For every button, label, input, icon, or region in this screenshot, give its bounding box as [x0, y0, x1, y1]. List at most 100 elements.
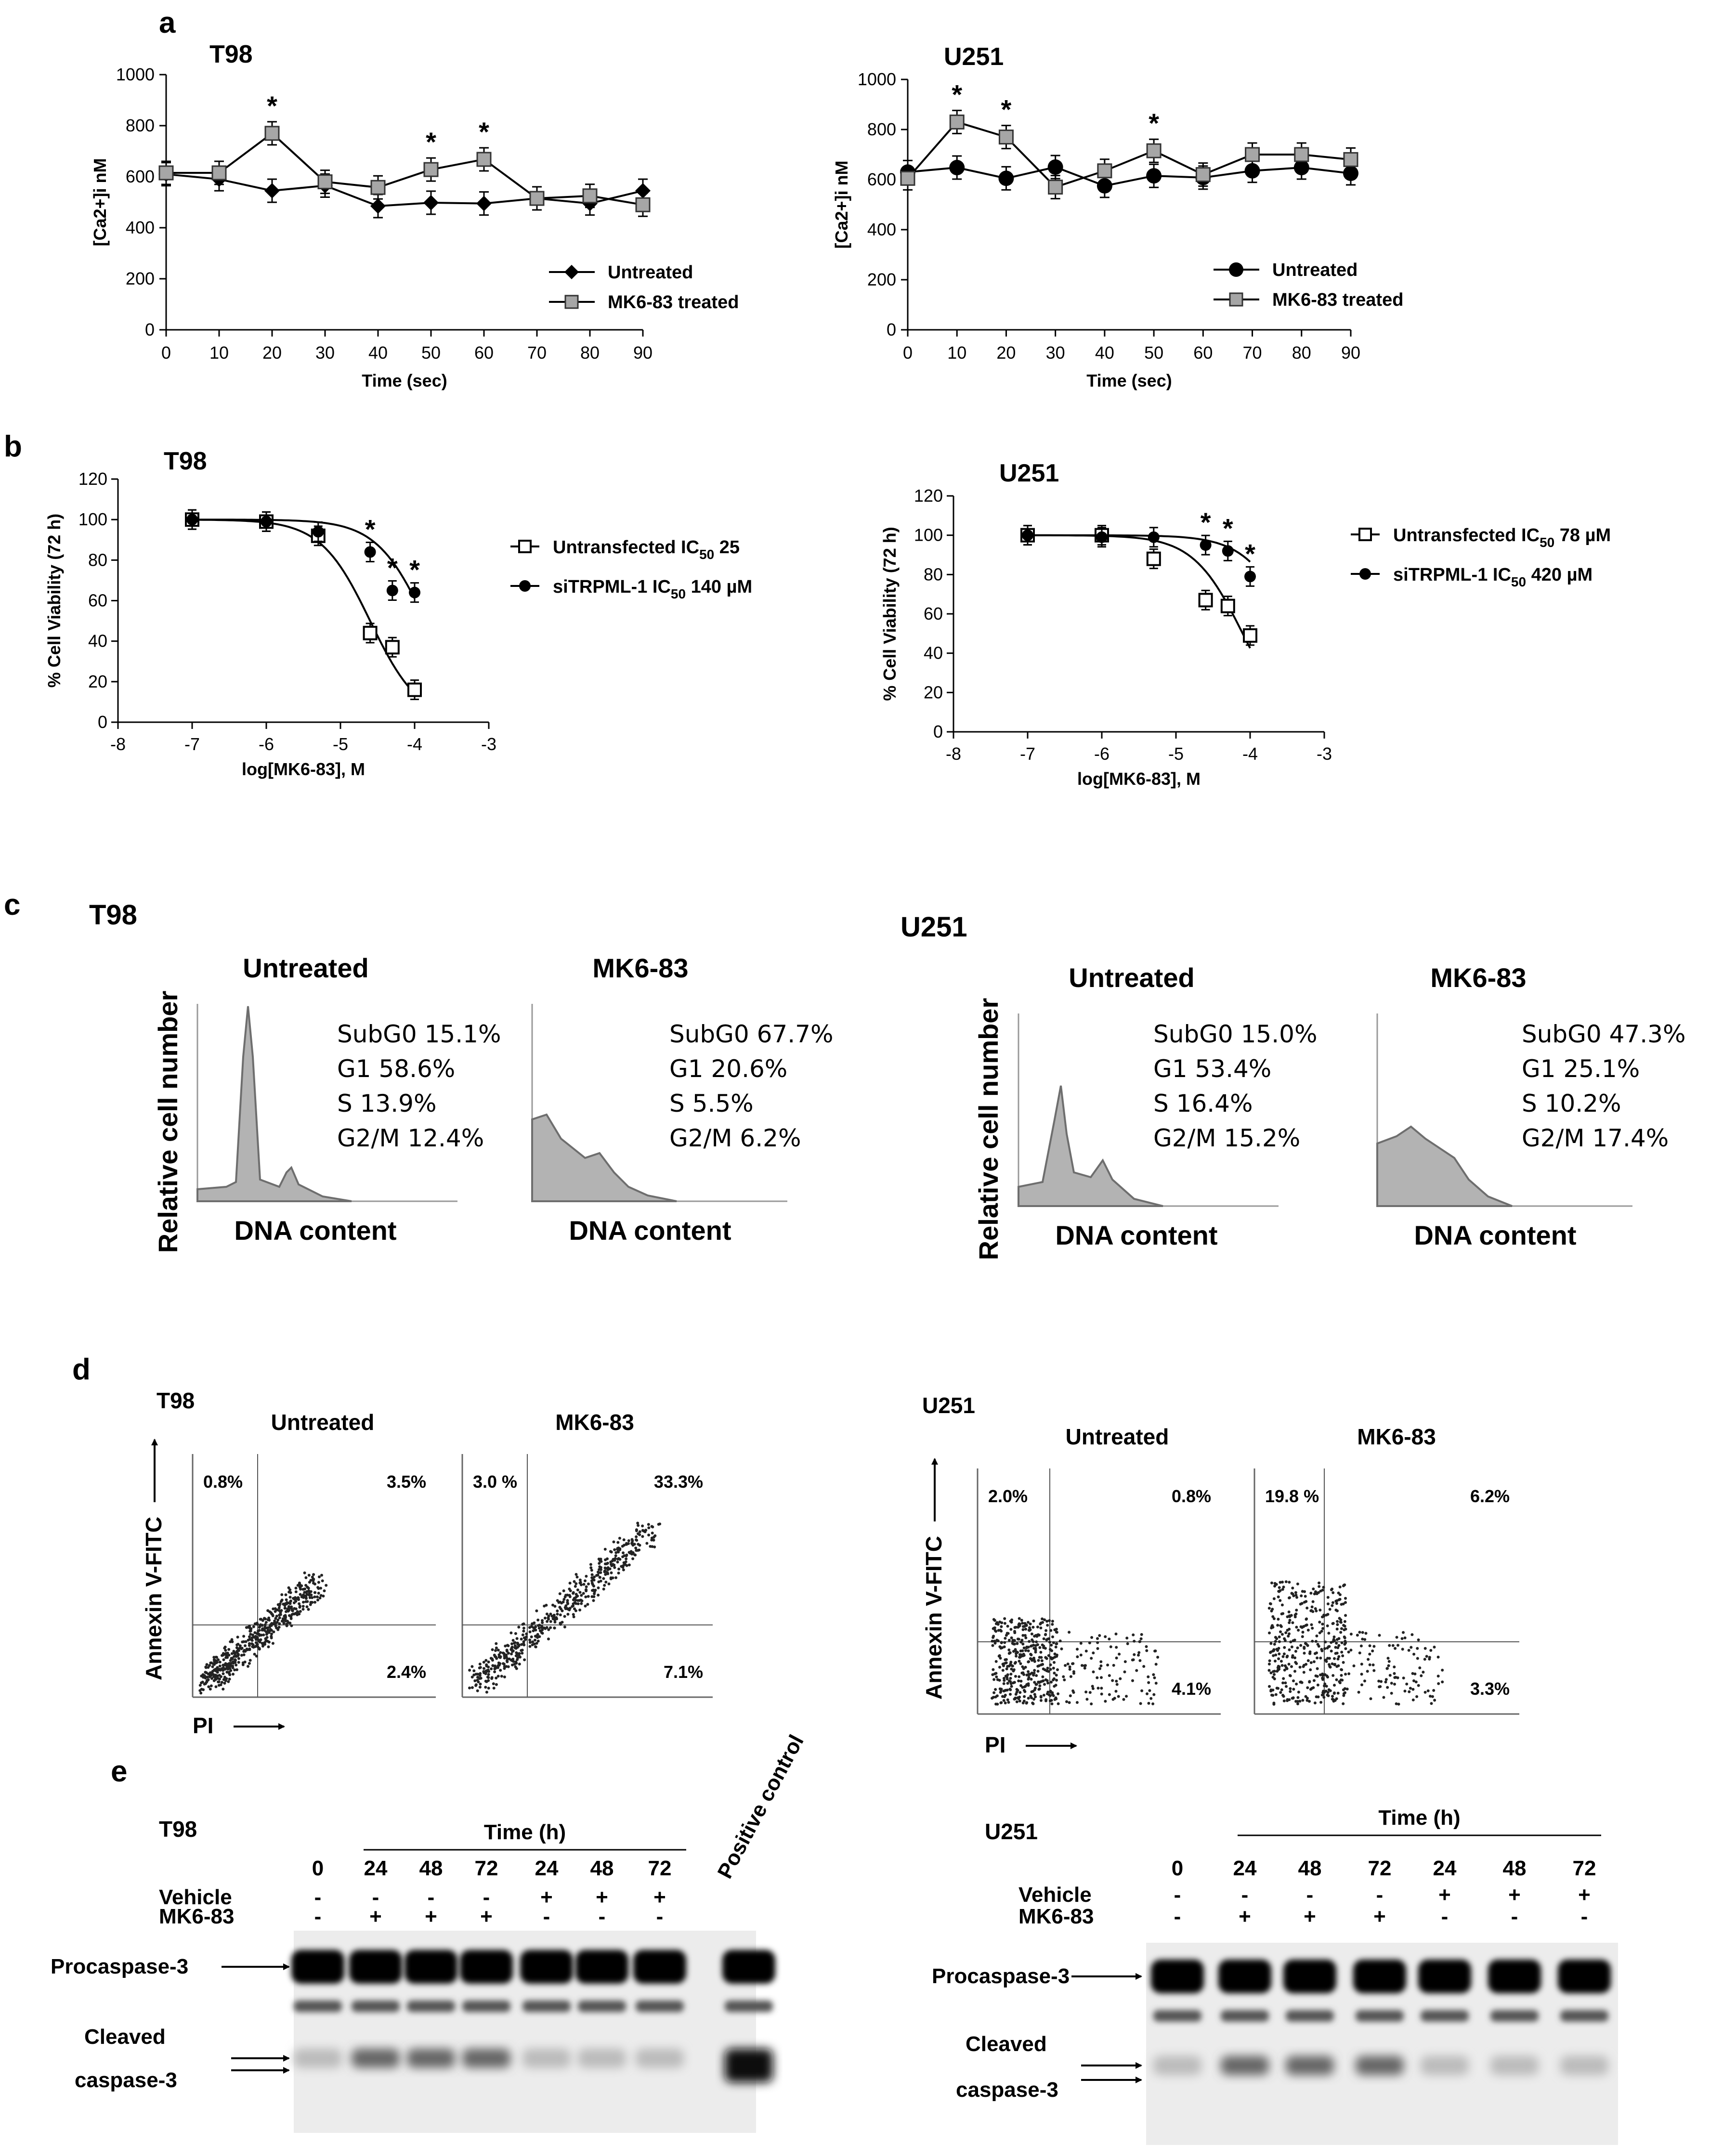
event-dot	[573, 1580, 576, 1583]
event-dot	[590, 1595, 594, 1598]
event-dot	[248, 1642, 251, 1645]
event-dot	[1326, 1647, 1329, 1649]
x-tick-label: -8	[946, 744, 961, 764]
event-dot	[1034, 1650, 1037, 1654]
event-dot	[235, 1654, 238, 1657]
cleaved-band	[1560, 2056, 1608, 2075]
event-dot	[1378, 1634, 1381, 1637]
event-dot	[528, 1641, 532, 1644]
event-dot	[1433, 1646, 1436, 1649]
event-dot	[1393, 1665, 1396, 1669]
event-dot	[298, 1585, 301, 1589]
data-point	[949, 160, 965, 176]
x-axis-label: PI	[193, 1713, 213, 1738]
event-dot	[301, 1605, 305, 1608]
event-dot	[495, 1676, 498, 1680]
event-dot	[606, 1561, 609, 1565]
data-point	[186, 514, 198, 526]
event-dot	[574, 1609, 577, 1612]
event-dot	[1083, 1666, 1086, 1670]
event-dot	[1038, 1681, 1041, 1684]
event-dot	[1317, 1591, 1320, 1594]
event-dot	[1122, 1698, 1125, 1701]
vehicle-sign: -	[1174, 1883, 1181, 1907]
event-dot	[1402, 1631, 1405, 1634]
event-dot	[1284, 1681, 1287, 1685]
event-dot	[1062, 1675, 1065, 1678]
event-dot	[1010, 1636, 1013, 1639]
event-dot	[1340, 1627, 1343, 1630]
event-dot	[1436, 1655, 1440, 1659]
data-point	[370, 180, 386, 195]
event-dot	[1071, 1662, 1075, 1665]
event-dot	[516, 1646, 519, 1649]
event-dot	[515, 1662, 518, 1665]
event-dot	[1055, 1674, 1058, 1677]
event-dot	[515, 1667, 518, 1670]
event-dot	[262, 1633, 265, 1636]
event-dot	[1316, 1683, 1319, 1687]
event-dot	[1415, 1695, 1419, 1698]
event-dot	[1298, 1665, 1302, 1669]
event-dot	[512, 1641, 516, 1645]
y-tick-label: 40	[924, 643, 943, 663]
event-dot	[578, 1578, 582, 1582]
event-dot	[1338, 1617, 1341, 1620]
event-dot	[1400, 1637, 1404, 1640]
event-dot	[592, 1599, 595, 1602]
event-dot	[228, 1672, 231, 1675]
minor-band	[407, 2000, 455, 2012]
mk-sign: -	[599, 1905, 606, 1928]
event-dot	[1125, 1695, 1128, 1698]
event-dot	[1268, 1685, 1271, 1688]
event-dot	[1328, 1665, 1331, 1668]
event-dot	[307, 1586, 310, 1590]
event-dot	[996, 1639, 1000, 1642]
event-dot	[279, 1613, 282, 1616]
y-tick-label: 0	[98, 712, 107, 732]
event-dot	[1079, 1653, 1083, 1657]
event-dot	[227, 1648, 231, 1651]
quadrant-upper-right: 33.3%	[654, 1472, 703, 1492]
event-dot	[996, 1678, 999, 1681]
data-point	[409, 586, 420, 598]
event-dot	[568, 1595, 572, 1598]
event-dot	[1072, 1672, 1075, 1675]
event-dot	[1319, 1673, 1322, 1676]
event-dot	[1312, 1679, 1316, 1682]
positive-control-label: Positive control	[713, 1731, 809, 1882]
event-dot	[1390, 1691, 1393, 1695]
event-dot	[1009, 1661, 1013, 1664]
event-dot	[1295, 1682, 1298, 1686]
event-dot	[284, 1618, 287, 1621]
chart-title: U251	[999, 459, 1059, 487]
event-dot	[1108, 1637, 1111, 1641]
event-dot	[1000, 1688, 1003, 1691]
event-dot	[272, 1607, 275, 1611]
event-dot	[1405, 1682, 1409, 1686]
event-dot	[1334, 1599, 1338, 1603]
event-dot	[634, 1546, 638, 1550]
event-dot	[1064, 1664, 1067, 1667]
event-dot	[558, 1592, 561, 1596]
event-dot	[249, 1633, 252, 1636]
event-dot	[219, 1668, 222, 1672]
event-dot	[209, 1674, 213, 1677]
event-dot	[1000, 1641, 1003, 1644]
event-dot	[1420, 1674, 1423, 1677]
event-dot	[1318, 1631, 1321, 1635]
event-dot	[1046, 1666, 1049, 1670]
phase-stat: S 13.9%	[337, 1090, 436, 1117]
event-dot	[243, 1649, 246, 1652]
event-dot	[1010, 1667, 1013, 1671]
event-dot	[1045, 1620, 1049, 1623]
event-dot	[1042, 1646, 1045, 1649]
event-dot	[535, 1609, 538, 1612]
event-dot	[1358, 1651, 1361, 1655]
mk-sign: -	[656, 1905, 664, 1928]
event-dot	[1336, 1609, 1339, 1612]
event-dot	[1046, 1690, 1050, 1694]
event-dot	[1416, 1647, 1419, 1650]
event-dot	[1051, 1635, 1054, 1638]
event-dot	[1050, 1643, 1053, 1647]
